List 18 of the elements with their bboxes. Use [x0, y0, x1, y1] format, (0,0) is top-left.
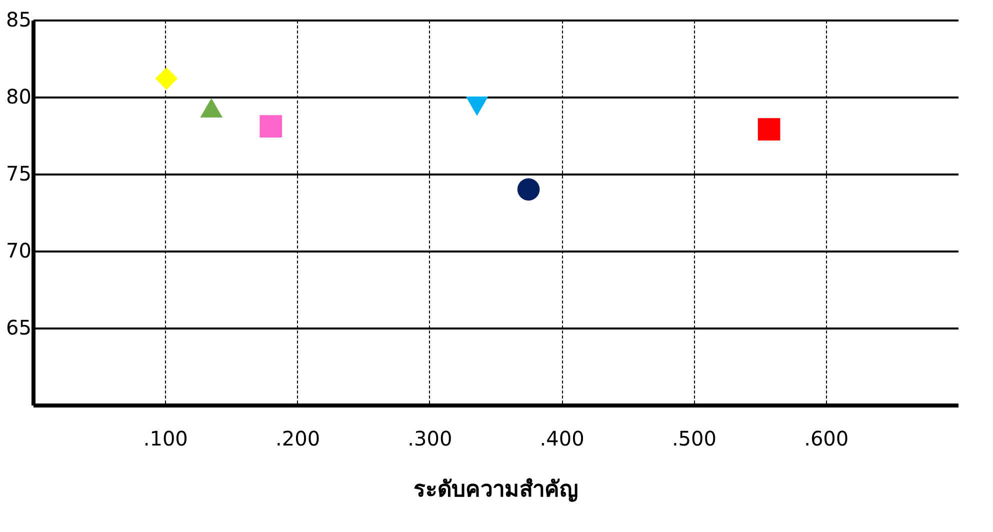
- y-tick-label: 85: [6, 8, 32, 32]
- y-tick-label: 80: [6, 84, 32, 108]
- x-tick-label: .400: [540, 426, 584, 450]
- x-tick-label: .500: [672, 426, 716, 450]
- x-tick-label: .300: [408, 426, 452, 450]
- point: [260, 115, 282, 138]
- y-tick-label: 70: [6, 238, 32, 262]
- x-tick-label: .100: [143, 426, 188, 450]
- point: [517, 178, 540, 201]
- y-tick-label: 75: [6, 162, 32, 186]
- y-tick-label: 65: [6, 316, 32, 340]
- point: [466, 96, 488, 116]
- x-axis-title: ระดับความสำคัญ: [414, 478, 578, 502]
- point: [758, 118, 780, 141]
- x-tick-label: .600: [804, 426, 849, 450]
- x-tick-label: .200: [276, 426, 320, 450]
- point: [200, 98, 223, 118]
- point: [155, 67, 178, 90]
